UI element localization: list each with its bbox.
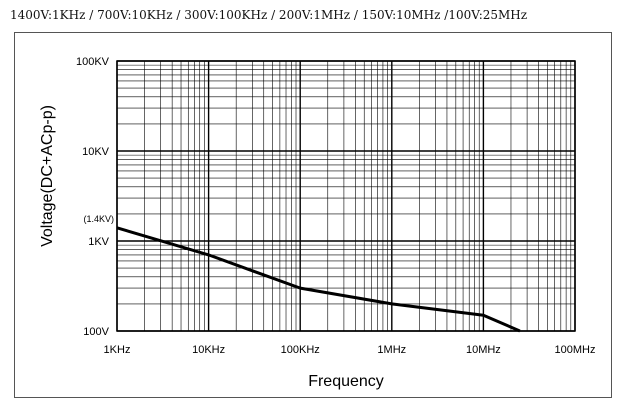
series-line	[116, 226, 521, 333]
annotation-label: (1.4KV)	[83, 214, 114, 224]
voltage-frequency-summary: 1400V:1KHz / 700V:10KHz / 300V:100KHz / …	[10, 8, 528, 22]
y-tick-label: 100V	[83, 326, 109, 338]
y-tick-label: 1KV	[88, 236, 109, 248]
y-tick-label: 10KV	[82, 146, 110, 158]
x-tick-label: 100MHz	[555, 344, 596, 356]
x-tick-label: 1KHz	[104, 344, 131, 356]
plot-border	[116, 60, 576, 332]
x-tick-label: 1MHz	[377, 344, 406, 356]
x-tick-label: 10KHz	[192, 344, 225, 356]
chart-frame	[14, 32, 612, 398]
series-layer	[116, 226, 521, 333]
y-axis-label: Voltage(DC+ACp-p)	[39, 105, 56, 247]
x-axis-label: Frequency	[308, 373, 384, 390]
x-tick-labels: 1KHz 10KHz 100KHz 1MHz 10MHz 100MHz	[104, 344, 596, 356]
major-grid	[116, 60, 576, 332]
y-tick-labels: 100V 1KV 10KV 100KV	[76, 56, 110, 338]
x-tick-label: 10MHz	[466, 344, 501, 356]
x-tick-label: 100KHz	[281, 344, 320, 356]
y-tick-label: 100KV	[76, 56, 110, 68]
minor-grid	[117, 61, 575, 331]
annotations: (1.4KV)	[83, 214, 114, 224]
